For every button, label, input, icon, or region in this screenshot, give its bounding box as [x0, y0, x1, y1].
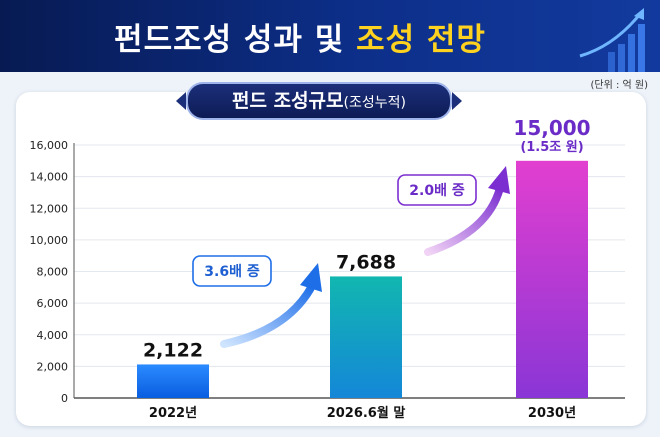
x-tick-label: 2030년 [528, 406, 576, 421]
title-yellow: 조성 전망 [356, 22, 486, 58]
page-title: 펀드조성 성과 및 조성 전망 [0, 14, 600, 59]
growth-arrow-2-head [488, 166, 510, 194]
growth-callout-text: 2.0배 증 [409, 183, 465, 199]
bar-value-label: 7,688 [336, 251, 396, 273]
y-tick-label: 2,000 [37, 360, 69, 373]
growth-callout-box [192, 255, 272, 287]
chart-subtitle: (조성누적) [343, 95, 406, 111]
chart-title: 펀드 조성규모 [232, 90, 344, 112]
growth-arrow-1-head [300, 263, 322, 292]
y-tick-label: 0 [61, 392, 68, 405]
y-tick-label: 6,000 [37, 297, 69, 310]
y-tick-label: 16,000 [30, 139, 69, 152]
bar-sublabel: (1.5조 원) [520, 140, 583, 155]
chart-title-pill: 펀드 조성규모(조성누적) [176, 82, 462, 120]
growth-bars-icon [579, 8, 645, 72]
bar-2 [330, 276, 402, 398]
bar-3 [516, 160, 588, 398]
bar-value-label: 15,000 [513, 116, 590, 140]
bar-value-label: 2,122 [143, 339, 203, 361]
header-banner: 펀드조성 성과 및 조성 전망 [0, 0, 660, 72]
y-tick-label: 12,000 [30, 202, 69, 215]
y-tick-label: 10,000 [30, 234, 69, 247]
bar-1 [137, 364, 209, 398]
growth-callout-box [397, 174, 477, 206]
title-white: 펀드조성 성과 및 [114, 22, 345, 58]
x-tick-label: 2026.6월 말 [327, 405, 406, 421]
y-tick-label: 4,000 [37, 329, 69, 342]
unit-label: (단위 : 억 원) [590, 80, 648, 91]
growth-arrow-2 [424, 184, 504, 256]
growth-callout-text: 3.6배 증 [204, 264, 260, 280]
y-tick-label: 14,000 [30, 171, 69, 184]
growth-arrow-1 [220, 282, 316, 348]
x-tick-label: 2022년 [149, 406, 197, 421]
y-tick-label: 8,000 [37, 266, 69, 279]
